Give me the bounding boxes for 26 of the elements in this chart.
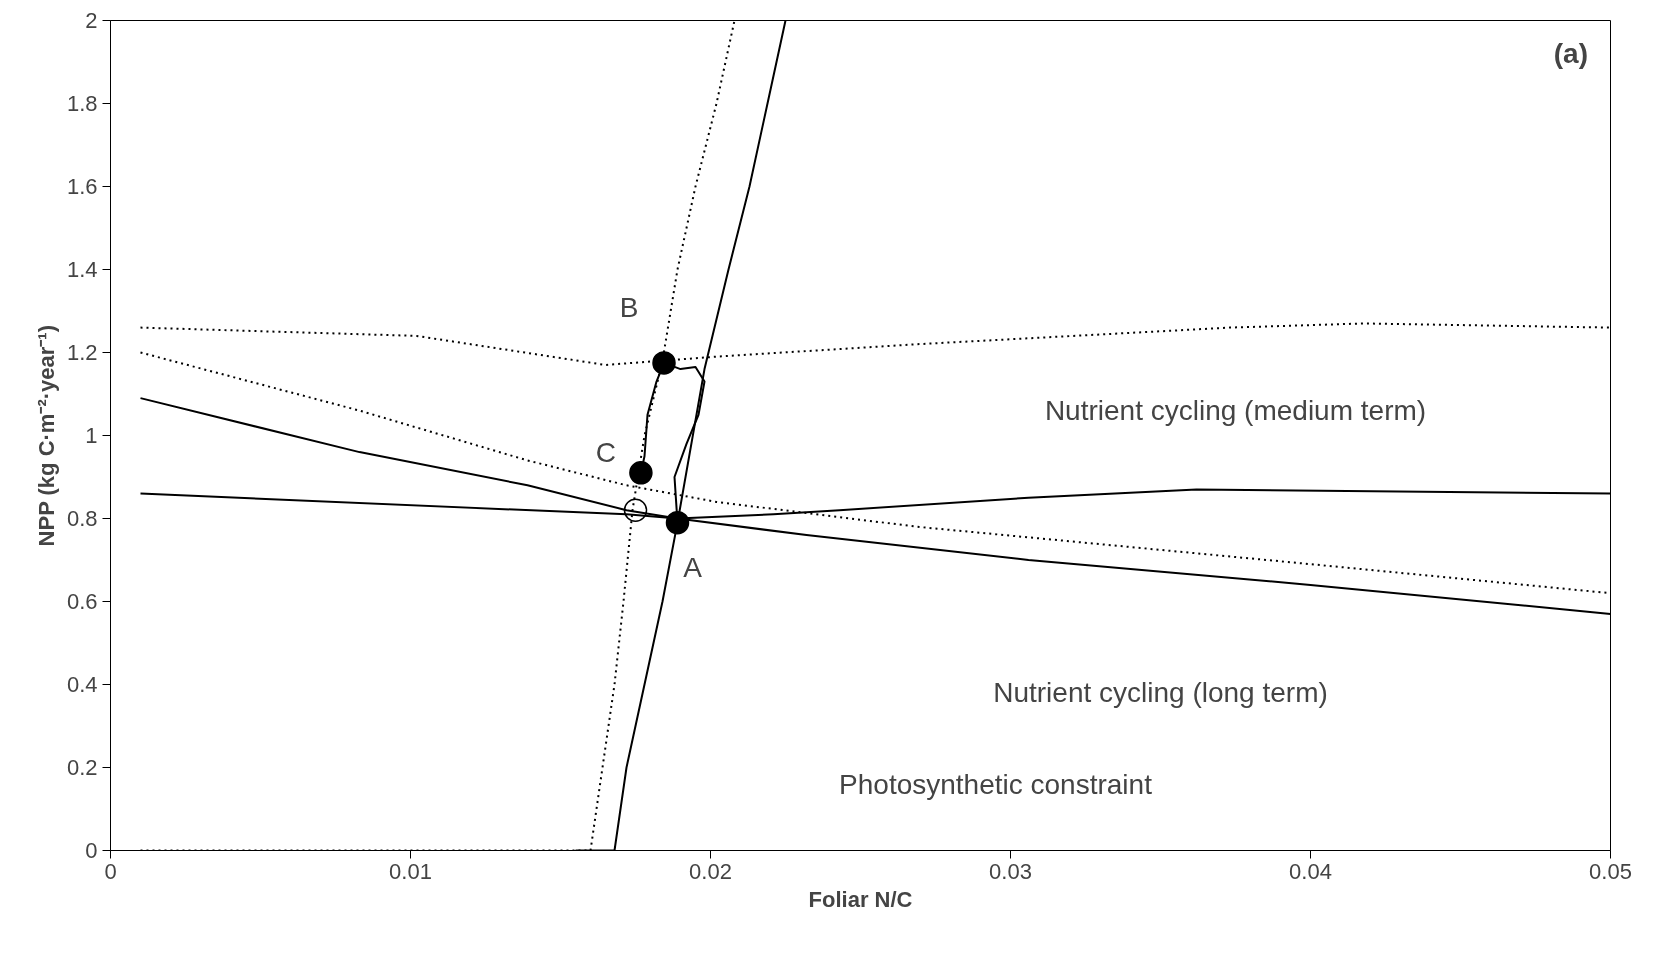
annotation: B — [619, 292, 639, 324]
annotation: (a) — [1553, 38, 1589, 70]
x-axis-title: Foliar N/C — [808, 886, 913, 912]
annotation: C — [595, 437, 617, 469]
y-tick-label: 1.2 — [66, 340, 98, 365]
y-tick-label: 1.8 — [66, 91, 98, 116]
annotation: Photosynthetic constraint — [839, 768, 1153, 800]
y-tick-label: 0.4 — [66, 672, 98, 697]
annotation: Nutrient cycling (medium term) — [1044, 395, 1427, 427]
x-tick-label: 0.03 — [989, 858, 1032, 884]
y-tick-label: 1.4 — [66, 257, 98, 282]
y-tick-label: 1.6 — [66, 174, 98, 199]
x-tick-label: 0.02 — [689, 858, 732, 884]
y-tick-label: 0.6 — [66, 589, 98, 614]
x-tick-label: 0.04 — [1289, 858, 1332, 884]
y-tick-label: 1 — [85, 423, 98, 448]
y-axis-title: NPP (kg C·m⁻²·year⁻¹) — [33, 324, 59, 547]
y-tick-label: 0.8 — [66, 506, 98, 531]
annotation: Nutrient cycling (long term) — [993, 677, 1328, 709]
y-tick-label: 0 — [85, 838, 98, 863]
x-tick-label: 0 — [104, 858, 117, 884]
x-tick-label: 0.01 — [389, 858, 432, 884]
annotation: A — [683, 552, 703, 584]
y-tick-label: 0.2 — [66, 755, 98, 780]
y-tick-label: 2 — [85, 8, 98, 33]
x-tick-label: 0.05 — [1589, 858, 1632, 884]
